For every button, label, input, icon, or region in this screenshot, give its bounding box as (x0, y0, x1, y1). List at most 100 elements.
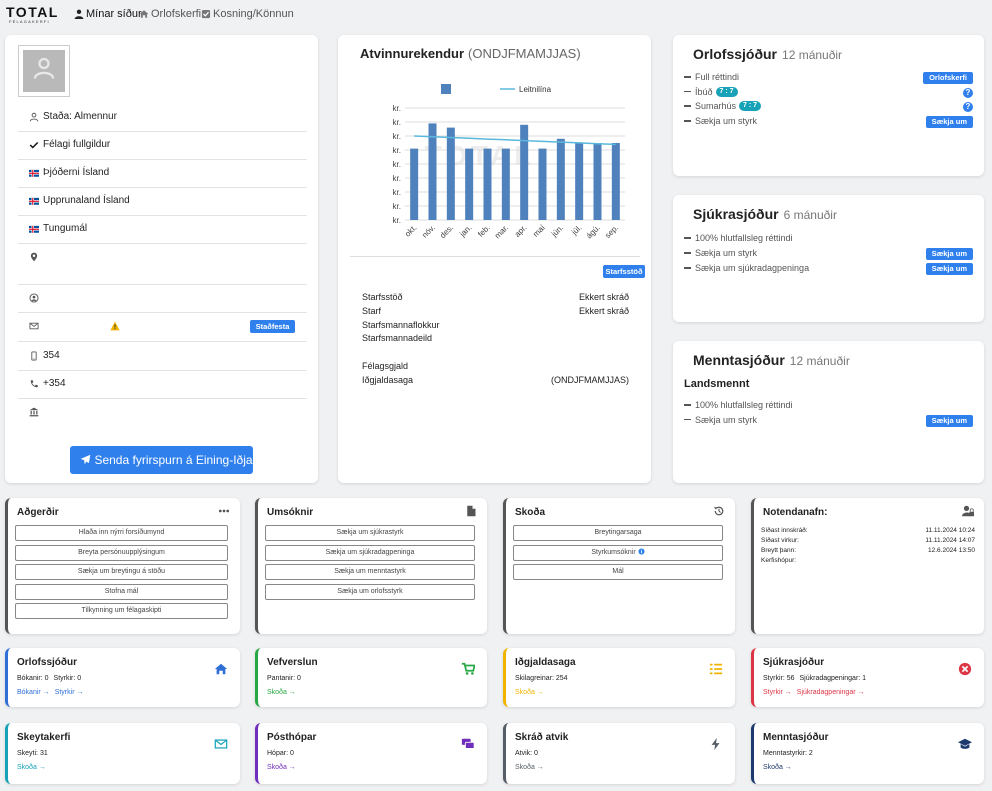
icon (33, 57, 55, 79)
panel-button[interactable]: Sækja um orlofsstyrk (265, 583, 475, 600)
fund-row: Full réttindi (684, 72, 739, 82)
panel-button[interactable]: Styrkumsóknir (513, 544, 723, 561)
avatar-bg (23, 50, 65, 92)
tile-links: Skoða → (267, 764, 301, 771)
separator (350, 256, 640, 257)
tile-card (751, 723, 984, 784)
workplace-button[interactable]: Starfsstöð (603, 265, 645, 278)
send-button[interactable]: Senda fyrirspurn á Eining-Iðja (70, 446, 253, 474)
title: Orlofssjóður (693, 46, 778, 62)
row-label: Starfsmannaflokkur (362, 320, 440, 330)
panel-button[interactable]: Sækja um menntastyrk (265, 564, 475, 580)
fund-button[interactable]: Sækja um (925, 248, 973, 260)
tile-card (255, 648, 487, 707)
icon-part (38, 57, 50, 70)
panel-button[interactable]: Hlaða inn nýrri forsíðumynd (15, 525, 228, 541)
stat: Skeyti: 31 (17, 750, 48, 757)
icon-part (471, 672, 474, 675)
fund-label: Sækja um styrk (695, 248, 758, 258)
fund-button[interactable]: Sækja um (925, 414, 973, 427)
tile-link[interactable]: Skoða → (515, 764, 544, 771)
icon (709, 663, 723, 675)
fund-label: Full réttindi (695, 72, 740, 82)
fund-title: Orlofssjóður 12 mánuðir (693, 46, 842, 62)
tile-stats: Styrkir: 56 Sjúkradagpeningar: 1 (763, 675, 871, 682)
title-suffix: (ONDJFMAMJJAS) (468, 46, 581, 61)
nav-link[interactable]: Kosning/Könnun (213, 8, 294, 20)
tile-link[interactable]: Sjúkradagpeningar → (796, 689, 865, 696)
icon-part (29, 172, 39, 174)
icon-part (969, 508, 974, 512)
tile-link[interactable]: Skoða → (267, 689, 296, 696)
icon-part (222, 509, 226, 513)
tile-links: Skoða → (763, 764, 797, 771)
icon-part (29, 118, 39, 122)
panel-title: Skoða (515, 507, 546, 518)
icon (29, 407, 39, 417)
fund-button[interactable]: Sækja um (925, 263, 973, 275)
info-label: Kerfishópur: (761, 557, 797, 564)
help-icon[interactable]: ? (963, 102, 973, 113)
icon-part (472, 505, 476, 509)
icon (29, 197, 39, 205)
icon-part (962, 512, 971, 517)
title: Menntasjóður (693, 352, 785, 368)
fund-button[interactable]: Orlofskerfi (923, 72, 973, 84)
tile-link[interactable]: Styrkir → (54, 689, 84, 696)
nav-link[interactable]: Mínar síður (86, 8, 142, 20)
panel-button[interactable]: Breyta persónuupplýsingum (15, 544, 228, 561)
tile-link[interactable]: Skoða → (267, 764, 296, 771)
tile-link[interactable]: Skoða → (763, 764, 792, 771)
tile-link[interactable]: Skoða → (515, 689, 544, 696)
dash (684, 105, 691, 107)
icon-part (29, 141, 39, 149)
fund-button[interactable]: Sækja um (925, 115, 973, 128)
icon-part (214, 739, 228, 749)
separator (18, 370, 307, 371)
icon-part (36, 410, 38, 415)
icon-part (30, 410, 32, 415)
tile-links: Styrkir → Sjúkradagpeningar → (763, 689, 870, 696)
icon-part (640, 549, 642, 551)
nav-link[interactable]: Orlofskerfi (151, 8, 202, 20)
verify-button[interactable]: Staðfesta (250, 320, 295, 333)
panel-button[interactable]: Sækja um sjúkradagpeninga (265, 544, 475, 561)
dash (684, 76, 691, 78)
icon (214, 663, 228, 675)
tile-title: Iðgjaldasaga (515, 657, 576, 668)
tile-card (5, 648, 240, 707)
tile-links: Skoða → (17, 764, 51, 771)
icon-part (709, 672, 713, 675)
tile-links: Skoða → (515, 764, 549, 771)
separator (18, 341, 307, 342)
panel-button[interactable]: Sækja um breytingu á stöðu (15, 564, 228, 580)
info-label: Breytt þann: (761, 547, 797, 554)
tile-link[interactable]: Styrkir → (763, 689, 792, 696)
row-label: Starfsmannadeild (362, 333, 433, 343)
panel-button[interactable]: Sækja um sjúkrastyrk (265, 525, 475, 541)
icon-part (31, 351, 37, 361)
help-icon[interactable]: ? (963, 87, 973, 98)
fund-row: Sumarhús 7 : 7 (684, 101, 762, 112)
panel-button[interactable]: Stofna mál (15, 583, 228, 600)
icon (218, 509, 230, 513)
icon-part (714, 663, 723, 666)
icon-part (709, 668, 713, 670)
icon-part (32, 295, 36, 299)
panel-button[interactable]: Mál (513, 564, 723, 580)
icon (461, 662, 475, 675)
row-label: Starfsstöð (362, 292, 403, 302)
stat: Skilagreinar: 254 (515, 675, 568, 682)
icon-part (80, 454, 91, 465)
tile-link[interactable]: Bókanir → (17, 689, 50, 696)
tile-link[interactable]: Skoða → (17, 764, 46, 771)
tile-card (503, 723, 735, 784)
panel-button[interactable]: Tilkynning um félagaskipti (15, 603, 228, 619)
panel-button[interactable]: Breytingarsaga (513, 525, 723, 541)
icon (958, 662, 972, 676)
icon (713, 506, 724, 516)
profile-card (5, 35, 318, 483)
icon-part (640, 550, 642, 553)
info-value: 11.11.2024 10:24 (925, 527, 975, 534)
